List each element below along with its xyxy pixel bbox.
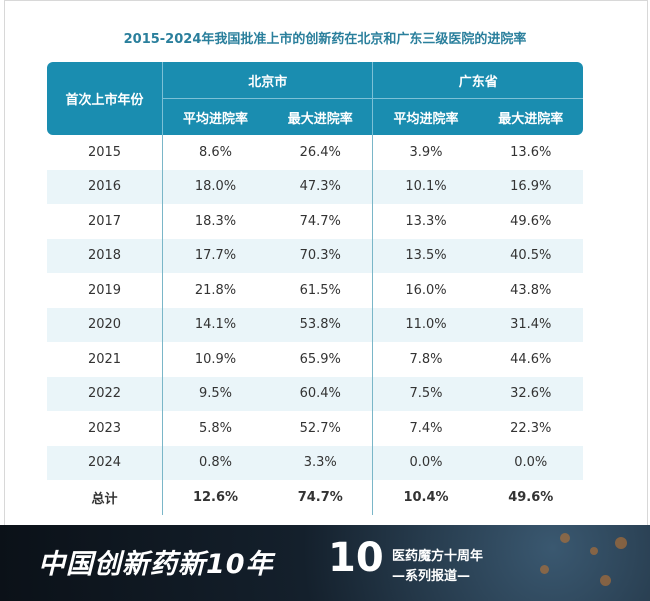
admission-rate-table: 首次上市年份 北京市 广东省 平均进院率 最大进院率 平均进院率 最大进院率 2… <box>47 62 583 515</box>
table-cell: 2020 <box>47 307 162 342</box>
table-row: 2015 8.6% 26.4% 3.9% 13.6% <box>47 135 583 170</box>
table-cell: 32.6% <box>478 376 583 411</box>
table-cell: 2019 <box>87 282 122 298</box>
table-cell: 14.1% <box>162 307 269 342</box>
table-cell: 43.8% <box>510 282 552 298</box>
table-cell: 60.4% <box>268 376 373 411</box>
table-cell: 3.3% <box>268 445 373 480</box>
table-cell: 22.3% <box>510 420 552 436</box>
table-cell: 13.6% <box>510 144 552 160</box>
table-cell: 16.0% <box>372 273 478 308</box>
table-cell: 11.0% <box>372 307 479 342</box>
table-cell: 0.0% <box>372 445 479 480</box>
banner-line2: —系列报道— <box>392 569 471 584</box>
table-cell: 总计 <box>91 491 118 507</box>
table-cell: 2015 <box>87 144 122 160</box>
table-cell: 31.4% <box>478 307 583 342</box>
table-cell: 44.6% <box>510 351 552 367</box>
header-year: 首次上市年份 <box>47 62 162 135</box>
header-bj-max: 最大进院率 <box>268 98 373 135</box>
table-cell: 47.3% <box>268 169 373 204</box>
table-cell: 9.5% <box>162 376 269 411</box>
table-cell: 49.6% <box>508 489 554 505</box>
table-cell: 5.8% <box>162 411 268 446</box>
table-cell: 2021 <box>87 351 122 367</box>
table-row: 2021 10.9% 65.9% 7.8% 44.6% <box>47 342 583 377</box>
table-cell: 10.4% <box>372 480 478 515</box>
header-beijing: 北京市 <box>162 62 373 98</box>
table-cell: 21.8% <box>162 273 268 308</box>
header-gd-max: 最大进院率 <box>478 98 583 135</box>
table-cell: 18.0% <box>162 169 269 204</box>
header-gd-avg: 平均进院率 <box>372 98 479 135</box>
table-cell: 2022 <box>47 376 162 411</box>
table-cell: 2018 <box>47 238 162 273</box>
table-cell: 12.6% <box>162 480 268 515</box>
anniversary-logo: 10 <box>328 535 384 581</box>
banner-line1: 医药魔方十周年 <box>392 549 484 564</box>
table-cell: 2023 <box>87 420 122 436</box>
table-row: 2018 17.7% 70.3% 13.5% 40.5% <box>47 238 583 273</box>
table-cell: 2024 <box>47 445 162 480</box>
table-row: 总计 12.6% 74.7% 10.4% 49.6% <box>47 480 583 515</box>
table-row: 2023 5.8% 52.7% 7.4% 22.3% <box>47 411 583 446</box>
table-cell: 18.3% <box>162 204 268 239</box>
table-cell: 16.9% <box>478 169 583 204</box>
table-cell: 7.5% <box>372 376 479 411</box>
table-row: 2017 18.3% 74.7% 13.3% 49.6% <box>47 204 583 239</box>
table-row: 2024 0.8% 3.3% 0.0% 0.0% <box>47 445 583 480</box>
table-cell: 10.1% <box>372 169 479 204</box>
table-title: 2015-2024年我国批准上市的创新药在北京和广东三级医院的进院率 <box>123 32 527 47</box>
table-cell: 7.8% <box>372 342 478 377</box>
table-cell: 3.9% <box>372 135 478 170</box>
header-bj-avg: 平均进院率 <box>162 98 269 135</box>
table-cell: 7.4% <box>372 411 478 446</box>
table-cell: 49.6% <box>510 213 552 229</box>
table-row: 2016 18.0% 47.3% 10.1% 16.9% <box>47 169 583 204</box>
table-row: 2019 21.8% 61.5% 16.0% 43.8% <box>47 273 583 308</box>
banner-slogan: 中国创新药新10年 <box>38 549 274 580</box>
table-cell: 0.8% <box>162 445 269 480</box>
table-cell: 13.5% <box>372 238 479 273</box>
table-cell: 2016 <box>47 169 162 204</box>
table-cell: 26.4% <box>299 144 341 160</box>
table-cell: 74.7% <box>297 489 343 505</box>
header-guangdong: 广东省 <box>372 62 583 98</box>
table-cell: 61.5% <box>299 282 341 298</box>
table-cell: 70.3% <box>268 238 373 273</box>
table-cell: 17.7% <box>162 238 269 273</box>
series-banner: 中国创新药新10年 10 医药魔方十周年 —系列报道— <box>0 525 650 601</box>
table-row: 2020 14.1% 53.8% 11.0% 31.4% <box>47 307 583 342</box>
table-cell: 0.0% <box>478 445 583 480</box>
table-cell: 52.7% <box>299 420 341 436</box>
table-cell: 74.7% <box>299 213 341 229</box>
table-cell: 53.8% <box>268 307 373 342</box>
table-cell: 40.5% <box>478 238 583 273</box>
table-cell: 8.6% <box>162 135 268 170</box>
table-cell: 10.9% <box>162 342 268 377</box>
table-row: 2022 9.5% 60.4% 7.5% 32.6% <box>47 376 583 411</box>
table-cell: 65.9% <box>299 351 341 367</box>
table-cell: 2017 <box>87 213 122 229</box>
table-cell: 13.3% <box>372 204 478 239</box>
